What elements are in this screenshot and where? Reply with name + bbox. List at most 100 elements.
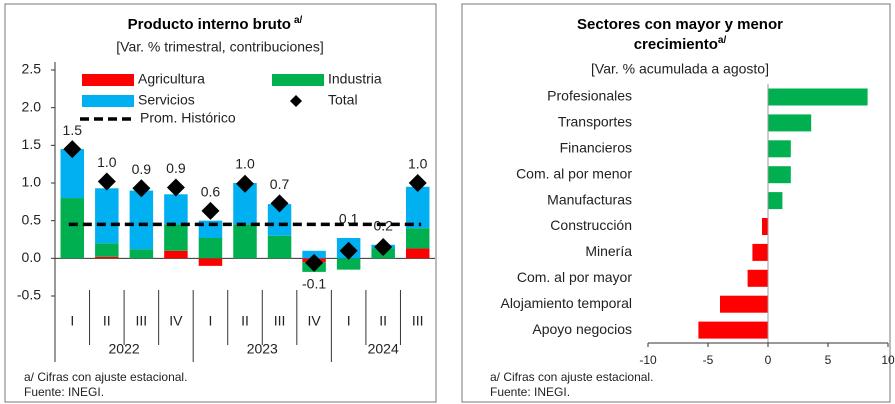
x-tick-label: I — [209, 313, 213, 329]
bar — [768, 88, 868, 106]
chart-subtitle: [Var. % acumulada a agosto] — [591, 61, 769, 77]
bar-segment — [60, 149, 85, 199]
value-label: -0.1 — [302, 276, 326, 292]
total-marker — [270, 194, 289, 213]
x-tick-label: III — [136, 313, 148, 329]
title-note: a/ — [718, 35, 727, 46]
group-label: 2023 — [247, 341, 278, 357]
x-tick-label: -5 — [703, 353, 714, 367]
bar-segment — [60, 198, 85, 259]
chart-title: crecimientoa/ — [634, 35, 727, 53]
bar — [768, 140, 791, 158]
y-tick-label: Profesionales — [547, 88, 632, 104]
bar-segment — [336, 258, 361, 270]
x-tick-label: -10 — [639, 353, 657, 367]
y-tick-label: Construcción — [550, 217, 632, 233]
note: a/ Cifras con ajuste estacional. — [490, 370, 653, 384]
y-tick-label: Com. al por menor — [516, 165, 632, 181]
y-tick-label: Alojamiento temporal — [500, 295, 632, 311]
bar-segment — [233, 224, 257, 259]
y-tick-label: 2.0 — [22, 98, 42, 114]
total-marker — [339, 241, 358, 260]
bar-segment — [405, 186, 430, 229]
y-tick-label: Financieros — [560, 140, 632, 156]
bar-segment — [164, 250, 188, 259]
y-tick-label: -0.5 — [17, 287, 41, 303]
x-tick-label: 0 — [765, 353, 772, 367]
y-tick-label: Minería — [585, 243, 632, 259]
value-label: 1.0 — [408, 156, 428, 172]
legend-label: Servicios — [138, 92, 195, 108]
bar-segment — [95, 243, 119, 257]
bar — [762, 218, 768, 235]
x-tick-label: 10 — [881, 353, 895, 367]
x-tick-label: II — [103, 313, 111, 329]
legend-label: Total — [328, 92, 358, 108]
legend-label: Agricultura — [138, 71, 205, 87]
y-tick-label: Com. al por mayor — [517, 269, 632, 285]
y-tick-label: Transportes — [558, 114, 632, 130]
bar-segment — [95, 256, 119, 259]
bar — [747, 269, 768, 287]
group-label: 2024 — [368, 341, 399, 357]
bar — [768, 166, 791, 184]
title-note: a/ — [294, 15, 303, 26]
note: Fuente: INEGI. — [24, 385, 104, 399]
legend-swatch — [290, 95, 302, 107]
total-marker — [236, 174, 254, 193]
bar-segment — [267, 204, 292, 236]
value-label: 0.6 — [201, 184, 221, 200]
value-label: 0.9 — [166, 160, 186, 176]
total-marker — [305, 253, 324, 272]
bar — [752, 243, 768, 261]
bar-segment — [129, 249, 154, 259]
x-tick-label: IV — [169, 313, 183, 329]
x-tick-label: 5 — [825, 353, 832, 367]
x-tick-label: II — [379, 313, 387, 329]
bar-segment — [129, 190, 154, 250]
bar — [768, 114, 812, 132]
title-text: Producto interno bruto — [128, 16, 291, 33]
note: Fuente: INEGI. — [490, 385, 570, 399]
bar-segment — [267, 235, 292, 259]
x-tick-label: III — [274, 313, 286, 329]
y-tick-label: 1.0 — [22, 174, 42, 190]
value-label: 1.0 — [97, 154, 117, 170]
value-label: 0.7 — [270, 176, 290, 192]
chart-title: Producto interno bruto a/ — [128, 15, 303, 33]
bar-segment — [198, 258, 223, 266]
right-panel — [461, 3, 891, 403]
legend-swatch — [82, 95, 134, 107]
bar-segment — [164, 224, 188, 251]
y-tick-label: Manufacturas — [547, 191, 632, 207]
total-marker — [97, 172, 116, 191]
y-tick-label: 0.0 — [22, 249, 42, 265]
bar-segment — [164, 194, 188, 225]
total-marker — [63, 140, 82, 159]
note: a/ Cifras con ajuste estacional. — [24, 370, 187, 384]
bar — [768, 192, 783, 210]
total-marker — [201, 201, 220, 220]
total-marker — [374, 238, 393, 257]
legend-swatch — [272, 74, 324, 86]
y-tick-label: 2.5 — [22, 61, 42, 77]
x-tick-label: IV — [307, 313, 321, 329]
title-text: crecimiento — [634, 36, 718, 53]
chart-subtitle: [Var. % trimestral, contribuciones] — [116, 39, 323, 55]
y-tick-label: Apoyo negocios — [532, 321, 632, 337]
x-tick-label: I — [347, 313, 351, 329]
bar — [720, 295, 768, 313]
total-marker — [132, 179, 151, 198]
value-label: 1.0 — [235, 156, 255, 172]
bar-segment — [405, 248, 430, 259]
bar — [698, 321, 768, 339]
group-label: 2022 — [109, 341, 140, 357]
y-tick-label: 0.5 — [22, 211, 42, 227]
bar-segment — [95, 188, 119, 244]
value-label: 1.5 — [63, 122, 83, 138]
bar-segment — [405, 228, 430, 249]
total-marker — [166, 178, 185, 197]
y-tick-label: 1.5 — [22, 136, 42, 152]
value-label: 0.9 — [132, 161, 152, 177]
